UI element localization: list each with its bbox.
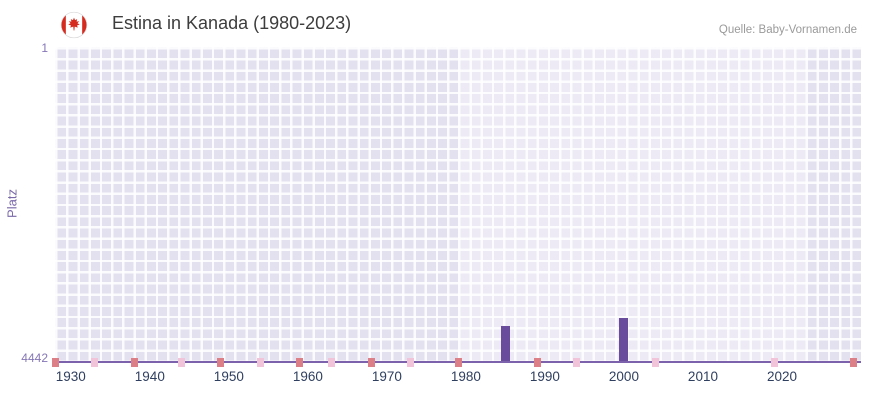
x-tick-1960: 1960: [292, 369, 323, 384]
bar-2000[interactable]: [619, 317, 629, 361]
baseline-marker-1944: [177, 358, 185, 367]
x-tick-2000: 2000: [608, 369, 639, 384]
baseline-marker-1994: [573, 358, 581, 367]
baseline-marker-1968: [367, 358, 375, 367]
bar-1985[interactable]: [500, 326, 510, 361]
x-tick-2020: 2020: [766, 369, 797, 384]
x-axis: 1930 1940 1950 1960 1970 1980 1990 2000 2010 2020: [55, 369, 861, 389]
x-tick-1970: 1970: [371, 369, 402, 384]
baseline-marker-1954: [256, 358, 264, 367]
baseline-marker-1989: [533, 358, 541, 367]
baseline-marker-1938: [130, 358, 138, 367]
baseline-marker-1959: [296, 358, 304, 367]
x-tick-1990: 1990: [529, 369, 560, 384]
x-tick-1980: 1980: [450, 369, 481, 384]
source-attribution: Quelle: Baby-Vornamen.de: [718, 24, 857, 36]
grid-lines: [55, 47, 861, 361]
x-tick-2010: 2010: [687, 369, 718, 384]
baseline-marker-1979: [454, 358, 462, 367]
baseline-marker-2029: [849, 358, 857, 367]
baseline-marker-2004: [652, 358, 660, 367]
y-tick-top: 1: [41, 41, 48, 55]
chart-title: Estina in Kanada (1980-2023): [112, 13, 352, 33]
baseline-marker-1933: [91, 358, 98, 367]
x-tick-1930: 1930: [55, 369, 86, 384]
baseline-marker-1963: [328, 358, 336, 367]
baseline-marker-2019: [770, 358, 778, 367]
y-axis-title: Platz: [4, 189, 20, 218]
x-tick-1940: 1940: [134, 369, 165, 384]
canada-flag-icon: [60, 11, 88, 39]
y-tick-bottom: 4442: [21, 351, 48, 365]
plot-area[interactable]: [51, 47, 861, 367]
baseline-marker-1949: [217, 358, 225, 367]
x-tick-1950: 1950: [213, 369, 244, 384]
baseline-marker-1928: [51, 358, 59, 367]
baseline-marker-1973: [407, 358, 415, 367]
